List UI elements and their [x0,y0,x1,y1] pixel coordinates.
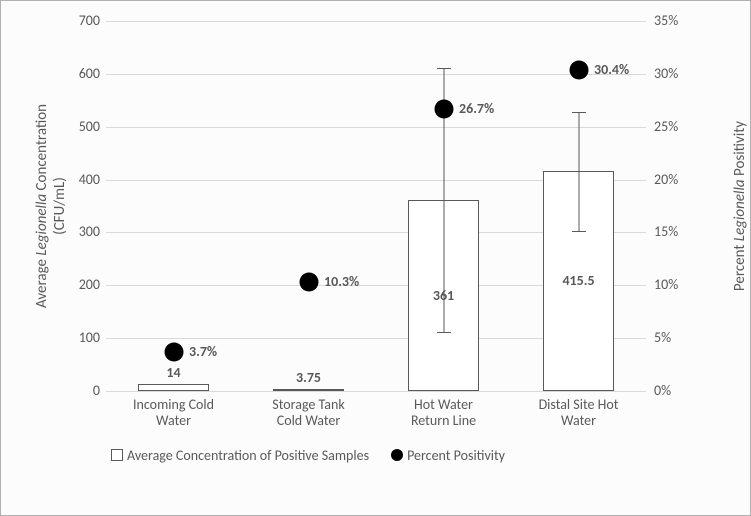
x-category-label: Incoming ColdWater [106,397,241,429]
error-bar [578,112,579,231]
gridline [106,21,646,22]
y2-tick-label: 35% [654,12,678,29]
bar-value-label: 14 [149,364,199,381]
error-cap [437,332,451,333]
percent-label: 10.3% [324,273,359,290]
bar-value-label: 415.5 [554,272,604,289]
plot-area: 14 3.7% 3.75 10.3% 361 26.7% 415.5 30.4% [106,21,646,391]
percent-dot [569,60,588,79]
error-cap [437,68,451,69]
percent-label: 26.7% [459,100,494,117]
y1-tick-label: 400 [64,171,100,188]
percent-label: 30.4% [594,61,629,78]
bar [138,384,208,391]
x-category-label: Distal Site HotWater [511,397,646,429]
legend-label-bars: Average Concentration of Positive Sample… [127,447,369,464]
legend-swatch-dot [391,449,403,461]
y1-tick-label: 500 [64,118,100,135]
chart-frame: 14 3.7% 3.75 10.3% 361 26.7% 415.5 30.4% 0 100 20… [0,0,751,516]
y1-tick-label: 300 [64,223,100,240]
error-cap [572,231,586,232]
x-category-label: Storage TankCold Water [241,397,376,429]
percent-dot [164,342,183,361]
error-cap [572,112,586,113]
y2-tick-label: 25% [654,118,678,135]
percent-label: 3.7% [189,343,217,360]
x-category-label: Hot WaterReturn Line [376,397,511,429]
y2-tick-label: 15% [654,223,678,240]
percent-dot [299,273,318,292]
y1-tick-label: 600 [64,65,100,82]
y1-axis-title: Average Legionella Concentration(CFU/mL) [33,56,69,356]
y2-tick-label: 5% [654,329,671,346]
y1-tick-label: 200 [64,276,100,293]
legend: Average Concentration of Positive Sample… [111,447,505,464]
legend-item-dots: Percent Positivity [391,447,505,464]
y2-axis-title: Percent Legionella Positivity [731,106,749,306]
y2-tick-label: 30% [654,65,678,82]
bar [273,389,343,391]
gridline [106,127,646,128]
legend-swatch-bar [111,449,123,461]
percent-dot [434,99,453,118]
y2-tick-label: 10% [654,276,678,293]
y1-tick-label: 0 [64,382,100,399]
y2-tick-label: 20% [654,171,678,188]
y1-tick-label: 700 [64,12,100,29]
y1-tick-label: 100 [64,329,100,346]
legend-item-bars: Average Concentration of Positive Sample… [111,447,369,464]
gridline [106,391,646,392]
legend-label-dots: Percent Positivity [407,447,505,464]
gridline [106,74,646,75]
y2-tick-label: 0% [654,382,671,399]
bar-value-label: 361 [419,287,469,304]
bar-value-label: 3.75 [284,369,334,386]
